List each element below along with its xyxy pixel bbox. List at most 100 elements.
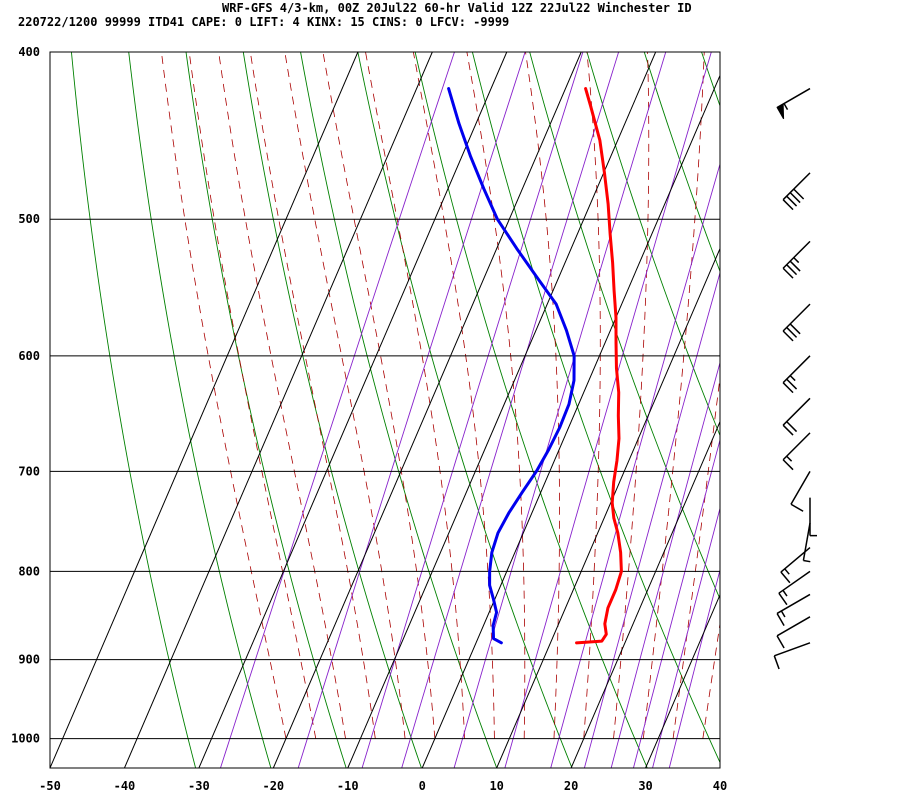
y-tick-label: 800	[18, 564, 40, 578]
wind-barb-full	[776, 635, 785, 649]
wind-barb-shaft	[782, 432, 811, 461]
wind-barb-half	[782, 589, 788, 597]
x-tick-label: 30	[638, 779, 652, 793]
wind-barb-full	[793, 188, 805, 200]
wind-barb-full	[789, 192, 801, 204]
wind-barb-full	[786, 195, 798, 207]
isotherm	[50, 52, 359, 768]
mixing-ratio-line	[504, 52, 712, 768]
y-axis-ticks: 400 500 600 700 800 900 1000	[11, 45, 40, 746]
chart-title: WRF-GFS 4/3-km, 00Z 20Jul22 60-hr Valid …	[222, 1, 692, 15]
dry-adiabat	[586, 52, 720, 437]
plot-frame	[49, 51, 721, 769]
y-tick-label: 500	[18, 212, 40, 226]
temperature-profiles	[447, 87, 623, 645]
wind-barb-shaft	[782, 355, 811, 384]
mixing-ratio-line	[550, 162, 720, 768]
wind-barb	[782, 397, 811, 436]
y-tick-label: 700	[18, 464, 40, 478]
dry-adiabat	[873, 52, 900, 768]
dry-adiabat	[242, 52, 422, 768]
moist-adiabat	[583, 52, 601, 739]
dry-adiabat	[357, 52, 573, 768]
wind-barb-shaft	[778, 570, 811, 594]
wind-barb-full	[786, 326, 798, 338]
wind-barb	[782, 172, 811, 211]
mixing-ratio-line	[220, 52, 455, 768]
isotherm	[198, 52, 508, 768]
wind-barb-shaft	[774, 642, 811, 657]
mixing-ratio-line	[361, 52, 584, 768]
x-tick-label: 20	[564, 779, 578, 793]
grid-lines	[50, 52, 720, 768]
wind-barb-shaft	[782, 303, 811, 332]
wind-barb	[776, 87, 811, 120]
wind-barb-full	[780, 571, 791, 584]
wind-barb	[809, 497, 817, 537]
moist-adiabat	[733, 52, 845, 739]
moist-adiabat	[642, 52, 705, 739]
mixing-ratio-line	[652, 506, 720, 768]
wind-barb-full	[773, 655, 780, 670]
moist-adiabat	[249, 52, 376, 739]
wind-barb	[790, 470, 811, 512]
wind-barb	[782, 303, 811, 342]
wind-barb-half	[803, 559, 811, 563]
wind-barb-full	[786, 378, 798, 390]
wind-barb	[782, 432, 811, 471]
wind-barb-shaft	[802, 522, 811, 561]
wind-barb-full	[782, 424, 794, 436]
wind-barb-shaft	[790, 470, 811, 505]
wind-barb-full	[782, 330, 794, 342]
wind-barb-full	[782, 199, 794, 211]
wind-barb	[780, 547, 811, 584]
wind-barb-full	[782, 459, 794, 471]
x-tick-label: 40	[713, 779, 727, 793]
x-tick-label: 10	[489, 779, 503, 793]
wind-barb-half	[786, 455, 793, 462]
isotherm	[645, 593, 720, 768]
x-tick-label: -10	[337, 779, 359, 793]
wind-barb	[776, 593, 811, 626]
x-tick-label: -30	[188, 779, 210, 793]
isotherm	[570, 420, 720, 768]
wind-barb-half	[784, 568, 790, 575]
x-tick-label: -20	[262, 779, 284, 793]
wind-barb-full	[789, 260, 801, 272]
wind-barb-full	[786, 421, 798, 433]
wind-barb-flag	[776, 103, 785, 120]
wind-barb-half	[789, 375, 796, 382]
wind-barb-shaft	[782, 240, 811, 269]
wind-barb-shaft	[782, 172, 811, 201]
wind-barb	[778, 570, 811, 606]
moist-adiabat	[284, 52, 406, 739]
x-axis-ticks: -50 -40 -30 -20 -10 0 10 20 30 40	[39, 779, 727, 793]
isotherm	[421, 74, 720, 768]
x-tick-label: -50	[39, 779, 61, 793]
moist-adiabat	[412, 52, 495, 739]
mixing-ratio-line	[297, 52, 526, 768]
x-tick-label: 0	[419, 779, 426, 793]
dry-adiabat	[701, 52, 720, 108]
dry-adiabat	[816, 52, 900, 768]
y-tick-label: 1000	[11, 732, 40, 746]
isotherm	[347, 52, 657, 768]
wind-barb-half	[780, 610, 786, 618]
wind-barb	[802, 522, 811, 563]
dry-adiabat	[70, 52, 197, 768]
wind-barb	[773, 642, 811, 670]
chart-subtitle: 220722/1200 99999 ITD41 CAPE: 0 LIFT: 4 …	[18, 15, 509, 29]
wind-barb-shaft	[776, 593, 811, 615]
dry-adiabat	[643, 52, 720, 273]
wind-barb-half	[783, 103, 789, 110]
wind-barb	[782, 355, 811, 394]
mixing-ratio-line	[610, 360, 720, 768]
dry-adiabat	[185, 52, 347, 768]
dry-adiabat	[128, 52, 272, 768]
temperature-profile	[575, 87, 623, 645]
moist-adiabat	[188, 52, 317, 739]
dewpoint-profile	[447, 87, 576, 645]
skew-t-plot	[50, 52, 900, 768]
y-tick-label: 600	[18, 349, 40, 363]
